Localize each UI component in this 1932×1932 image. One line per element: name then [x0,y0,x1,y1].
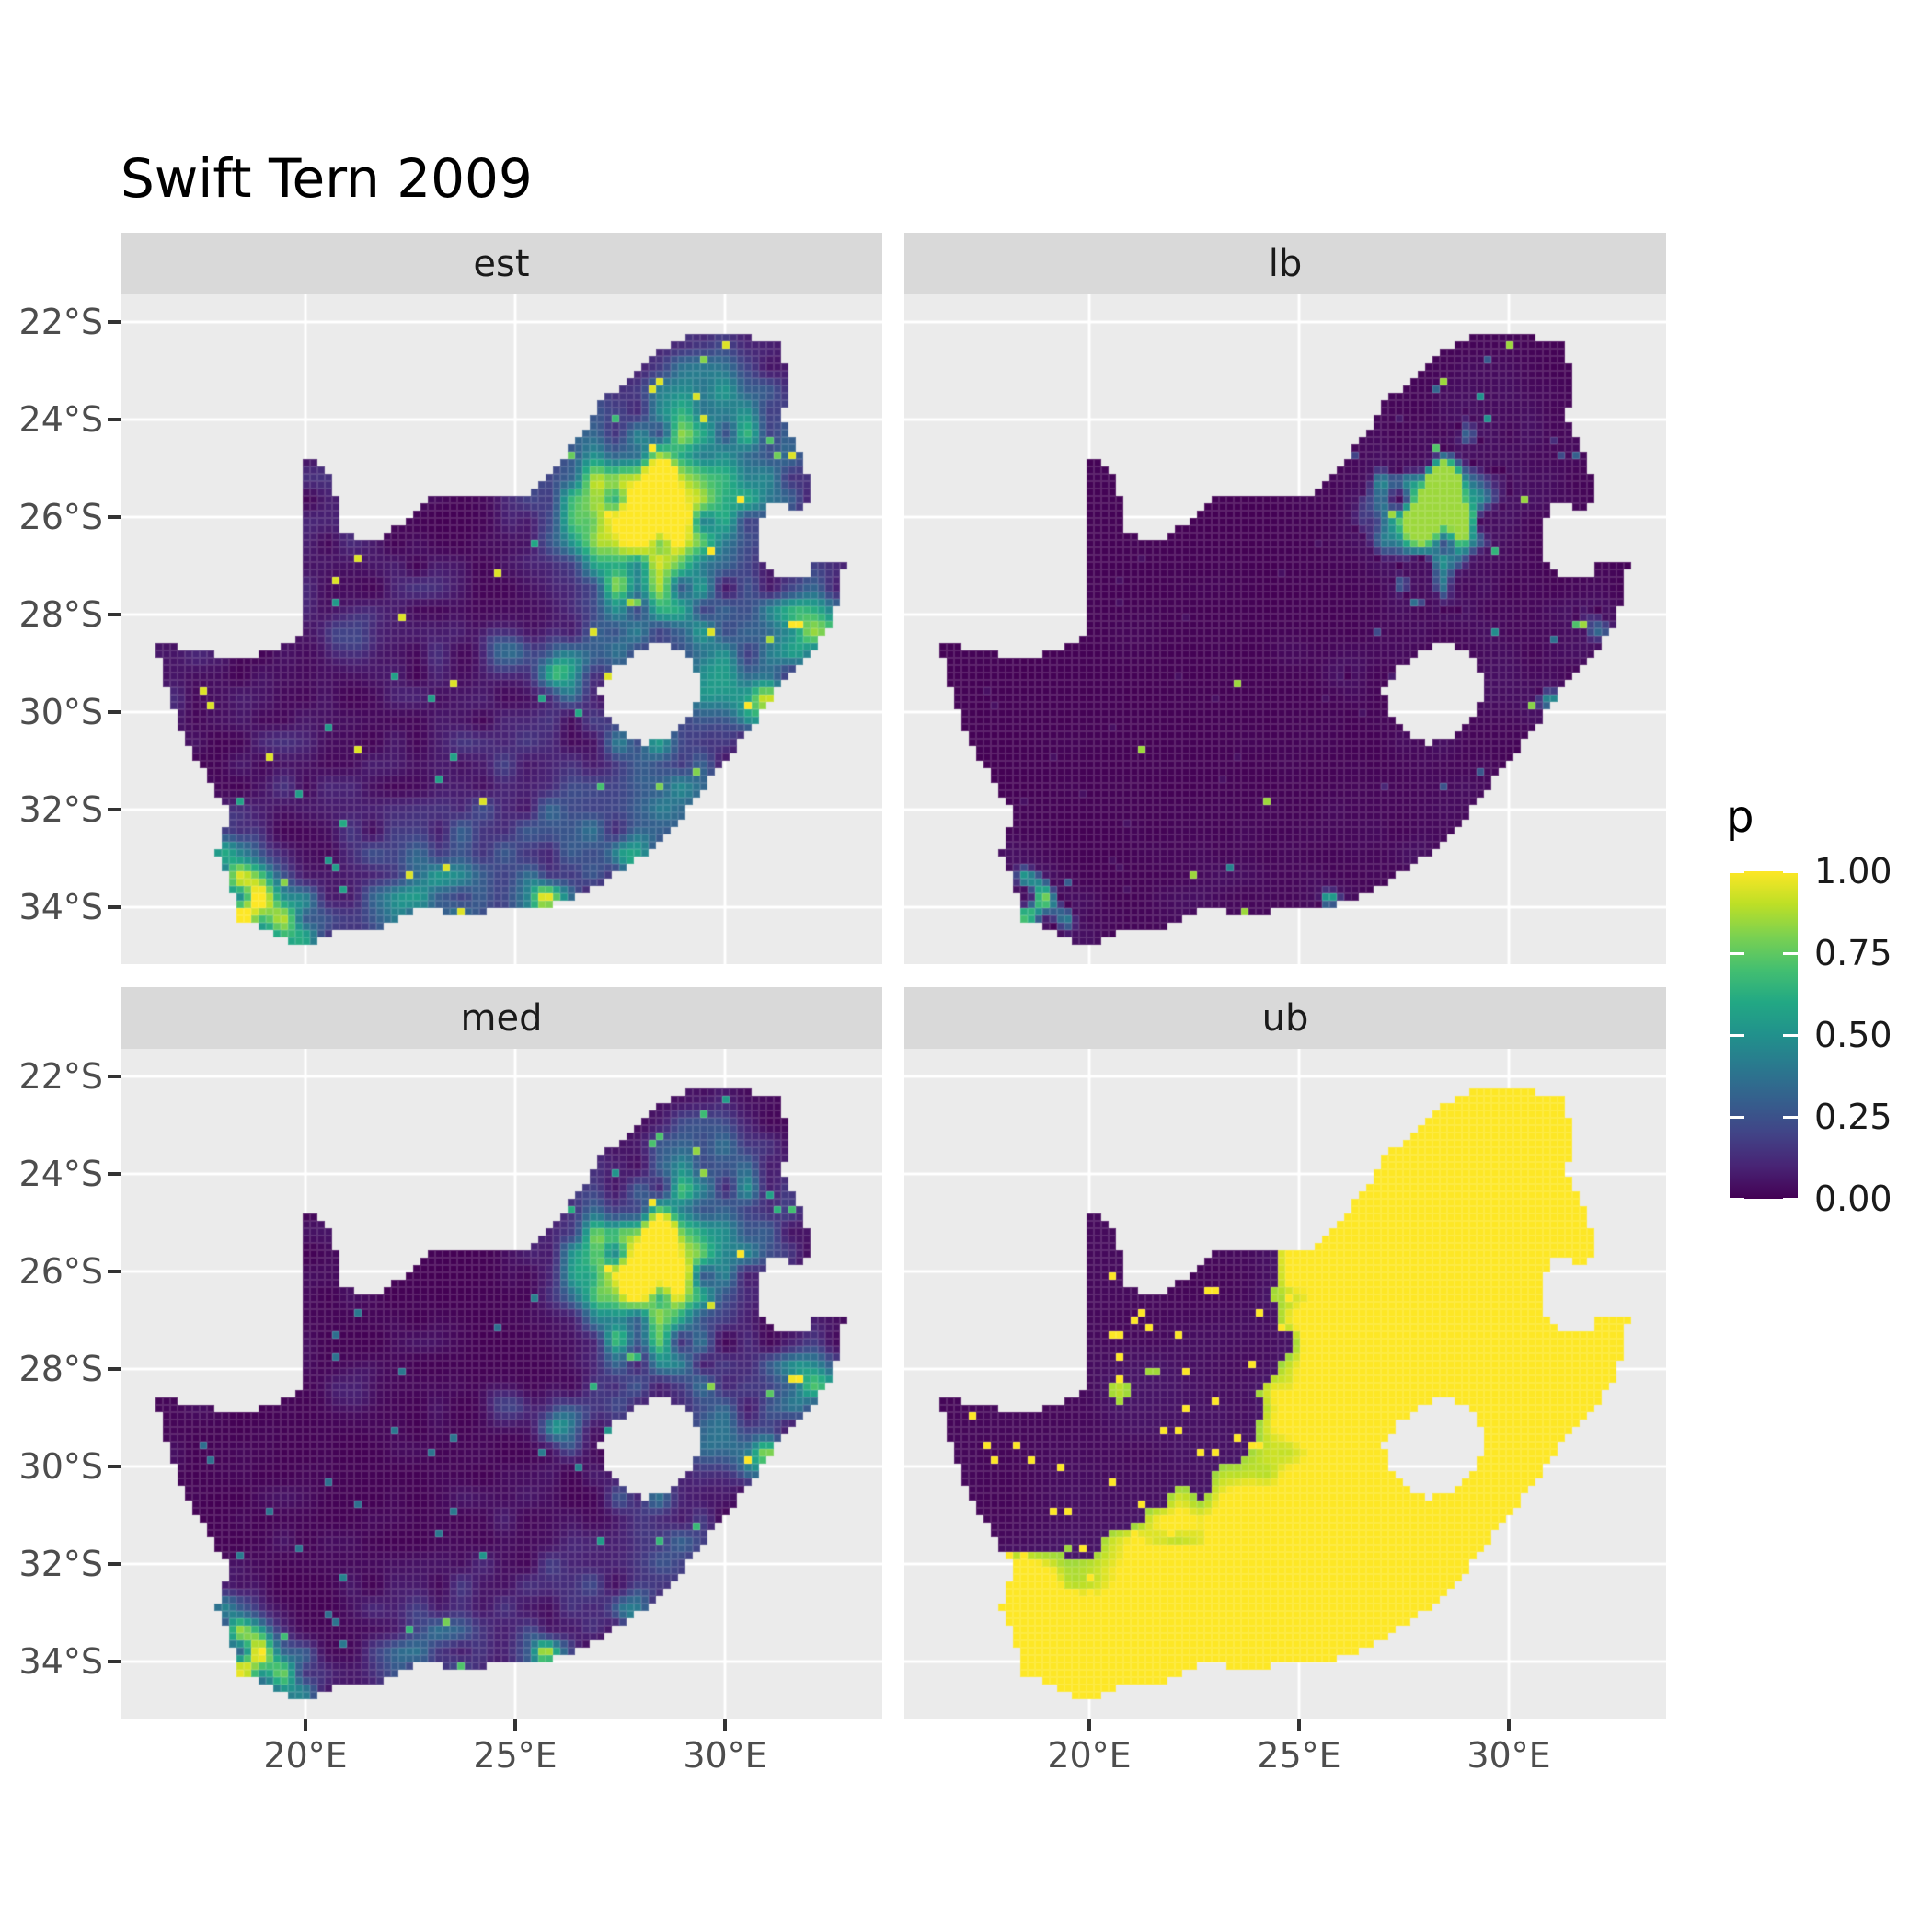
x-tick-mark [723,1719,727,1731]
legend-tick-label: 0.25 [1814,1097,1892,1137]
legend: p 1.00 0.75 0.50 0.25 0.00 [1711,791,1932,1224]
x-tick-mark [304,1719,307,1731]
map-panel-lb [904,294,1666,964]
y-tick-label: 22°S [18,302,103,342]
legend-tick-mark [1730,951,1744,955]
facet-strip-lb: lb [904,233,1666,294]
facet-strip-label-lb: lb [1268,242,1303,285]
map-panel-med [121,1049,882,1719]
x-tick-label: 25°E [473,1735,558,1776]
facet-strip-label-ub: ub [1261,996,1309,1040]
y-tick-mark [108,1465,121,1468]
y-tick-label: 26°S [18,497,103,537]
y-tick-label: 30°S [18,692,103,732]
x-tick-mark [1087,1719,1091,1731]
page-title: Swift Tern 2009 [121,147,533,210]
legend-tick-label: 1.00 [1814,851,1892,891]
x-tick-label: 25°E [1257,1735,1341,1776]
y-tick-mark [108,1172,121,1176]
legend-tick-mark [1730,869,1744,873]
y-tick-mark [108,1660,121,1663]
y-tick-label: 34°S [18,887,103,927]
legend-tick-label: 0.75 [1814,933,1892,973]
y-tick-mark [108,515,121,519]
y-tick-mark [108,710,121,714]
facet-strip-label-est: est [473,242,530,285]
y-tick-mark [108,613,121,616]
y-tick-label: 28°S [18,1349,103,1389]
legend-tick-mark [1783,869,1798,873]
facet-strip-ub: ub [904,987,1666,1049]
legend-title: p [1726,791,1754,843]
y-tick-label: 30°S [18,1446,103,1487]
y-tick-label: 34°S [18,1641,103,1682]
legend-tick-mark [1730,1197,1744,1201]
map-canvas-est [121,294,882,964]
map-canvas-lb [904,294,1666,964]
facet-strip-est: est [121,233,882,294]
legend-tick-mark [1730,1033,1744,1037]
y-tick-mark [108,1270,121,1273]
x-tick-label: 30°E [683,1735,767,1776]
y-tick-mark [108,320,121,324]
y-tick-label: 32°S [18,1544,103,1584]
map-panel-ub [904,1049,1666,1719]
legend-tick-label: 0.00 [1814,1179,1892,1219]
legend-tick-label: 0.50 [1814,1015,1892,1055]
y-tick-mark [108,1562,121,1566]
map-canvas-med [121,1049,882,1719]
y-tick-label: 26°S [18,1251,103,1292]
map-panel-est [121,294,882,964]
legend-tick-mark [1783,951,1798,955]
x-tick-label: 20°E [263,1735,348,1776]
legend-tick-mark [1783,1033,1798,1037]
y-tick-mark [108,808,121,811]
x-tick-mark [1507,1719,1511,1731]
y-tick-label: 32°S [18,789,103,830]
y-tick-label: 24°S [18,399,103,440]
y-tick-label: 24°S [18,1154,103,1194]
x-tick-label: 20°E [1047,1735,1132,1776]
map-canvas-ub [904,1049,1666,1719]
facet-strip-label-med: med [460,996,543,1040]
y-tick-mark [108,905,121,909]
y-tick-mark [108,1075,121,1078]
y-tick-label: 22°S [18,1056,103,1097]
facet-strip-med: med [121,987,882,1049]
y-tick-mark [108,418,121,421]
legend-tick-mark [1783,1115,1798,1119]
legend-tick-mark [1783,1197,1798,1201]
y-tick-label: 28°S [18,594,103,635]
y-tick-mark [108,1367,121,1371]
x-tick-mark [1297,1719,1301,1731]
x-tick-label: 30°E [1466,1735,1551,1776]
legend-tick-mark [1730,1115,1744,1119]
x-tick-mark [513,1719,517,1731]
